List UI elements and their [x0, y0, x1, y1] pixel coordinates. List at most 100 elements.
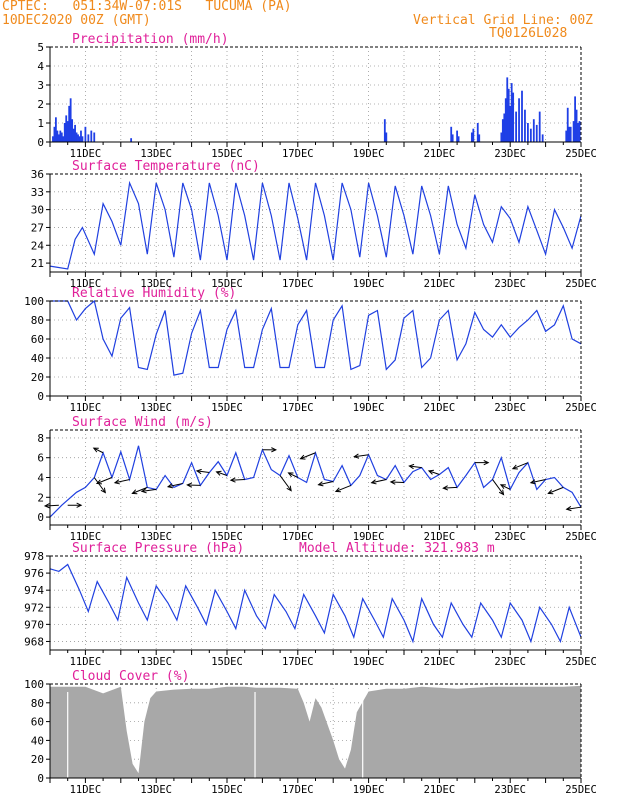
wind-arrow-head — [511, 464, 518, 470]
wind-arrow-head — [140, 488, 147, 494]
y-tick-label: 4 — [37, 60, 44, 73]
precip-bar — [524, 109, 526, 142]
y-tick-label: 8 — [37, 432, 44, 445]
wind-arrow-head — [215, 470, 222, 476]
series-line — [49, 445, 582, 518]
y-tick-label: 1 — [37, 117, 44, 130]
wind-arrow-head — [299, 454, 306, 460]
y-tick-label: 60 — [31, 333, 44, 346]
x-tick-label: 17DEC — [282, 402, 314, 414]
precip-bar — [566, 107, 569, 142]
wind-arrow — [492, 479, 504, 495]
y-tick-label: 0 — [37, 511, 44, 524]
x-tick-label: 25DEC — [565, 278, 597, 290]
y-tick-label: 3 — [37, 79, 44, 92]
panel-title: Cloud Cover (%) — [72, 669, 189, 684]
precip-bar — [478, 134, 481, 142]
header-model-code: TQ0126L028 — [489, 26, 568, 41]
wind-arrow — [318, 480, 334, 486]
wind-arrow — [409, 465, 422, 469]
y-tick-label: 80 — [31, 314, 44, 327]
y-tick-label: 978 — [24, 550, 44, 563]
wind-arrow-head — [100, 487, 106, 494]
precip-bar — [56, 130, 59, 142]
cloud-cover-area — [50, 685, 581, 778]
wind-arrow-head — [195, 468, 202, 475]
precip-bar — [532, 119, 535, 142]
x-tick-label: 23DEC — [494, 656, 526, 668]
y-tick-label: 968 — [24, 635, 44, 648]
precip-bar — [575, 109, 578, 142]
y-tick-label: 27 — [31, 221, 44, 234]
wind-arrow — [93, 447, 104, 454]
x-tick-label: 23DEC — [494, 531, 526, 543]
precip-bar — [53, 126, 56, 142]
precip-bar — [472, 128, 475, 142]
precip-bar — [451, 134, 454, 142]
panel-3: 0 20 40 60 80 100 11DEC 13DEC 15DEC 17DEC 19DEC 21D… — [24, 286, 597, 414]
y-tick-label: 970 — [24, 618, 44, 631]
precip-bar — [93, 132, 96, 142]
precip-bar — [574, 96, 576, 142]
x-tick-label: 11DEC — [70, 402, 102, 414]
series-line — [49, 180, 582, 270]
precip-bar — [568, 126, 571, 142]
y-tick-label: 974 — [24, 584, 44, 597]
y-tick-label: 20 — [31, 753, 44, 766]
wind-arrow-head — [370, 479, 377, 485]
y-tick-label: 80 — [31, 697, 44, 710]
y-tick-label: 40 — [31, 352, 44, 365]
wind-arrow — [132, 486, 148, 494]
wind-arrow-head — [353, 453, 360, 459]
wind-arrow-head — [547, 489, 554, 495]
x-tick-label: 11DEC — [70, 531, 102, 543]
wind-arrow — [371, 478, 387, 484]
precip-bar — [578, 121, 581, 142]
y-tick-label: 30 — [31, 204, 44, 217]
precip-bar — [65, 115, 68, 142]
precip-bar — [457, 136, 460, 142]
x-tick-label: 17DEC — [282, 148, 314, 160]
series-line — [50, 299, 582, 376]
wind-arrow-head — [565, 506, 572, 512]
y-tick-label: 60 — [31, 716, 44, 729]
y-tick-label: 40 — [31, 734, 44, 747]
wind-arrow — [335, 484, 352, 492]
header-grid-note: Vertical Grid Line: 00Z — [413, 13, 594, 28]
wind-arrow — [443, 486, 458, 489]
precip-bar — [62, 136, 65, 142]
wind-arrow — [548, 486, 564, 494]
precip-bar — [527, 123, 529, 142]
x-tick-label: 19DEC — [353, 148, 385, 160]
wind-arrow-head — [427, 469, 434, 475]
precip-bar — [385, 132, 388, 142]
y-tick-label: 21 — [31, 257, 44, 270]
x-tick-label: 21DEC — [424, 402, 456, 414]
y-tick-label: 0 — [37, 390, 44, 403]
precip-bar — [521, 90, 523, 142]
x-tick-label: 17DEC — [282, 531, 314, 543]
y-tick-label: 2 — [37, 98, 44, 111]
wind-arrow-head — [334, 487, 341, 493]
wind-arrow-head — [186, 482, 193, 488]
precip-bar — [52, 136, 54, 142]
x-tick-label: 23DEC — [494, 278, 526, 290]
x-tick-label: 25DEC — [565, 402, 597, 414]
precip-bar — [510, 83, 513, 142]
precip-bar — [541, 134, 544, 142]
precip-bar — [68, 105, 71, 142]
x-tick-label: 13DEC — [140, 402, 172, 414]
precip-bar — [569, 126, 572, 142]
x-tick-label: 25DEC — [565, 656, 597, 668]
y-tick-label: 976 — [24, 567, 44, 580]
panel-5: 968 970 972 974 976 978 11DEC 13DEC 15DEC 17DEC 19… — [24, 541, 597, 668]
wind-arrow-head — [113, 479, 120, 485]
wind-arrow-head — [483, 460, 490, 466]
precip-bar — [84, 126, 87, 142]
y-tick-label: 2 — [37, 491, 44, 504]
x-tick-label: 19DEC — [353, 656, 385, 668]
wind-arrow-head — [498, 489, 505, 496]
precip-bar — [503, 113, 506, 142]
x-tick-label: 15DEC — [211, 148, 243, 160]
wind-arrow — [96, 477, 113, 484]
